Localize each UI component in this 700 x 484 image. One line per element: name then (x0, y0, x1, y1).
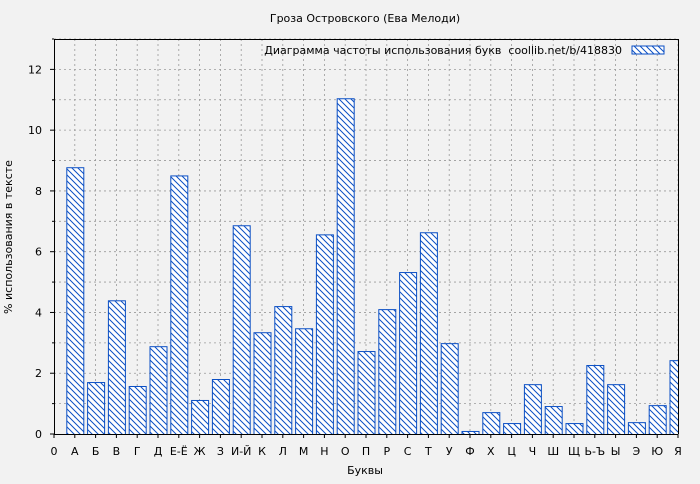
x-tick-label: Ь-Ъ (584, 445, 605, 458)
x-tick-label: С (404, 445, 412, 458)
bar-Е-Ё (170, 175, 189, 434)
legend-label: Диаграмма частоты использования букв coo… (264, 44, 622, 57)
y-tick-label: 12 (28, 63, 42, 76)
x-tick-label: Ч (529, 445, 537, 458)
y-tick-labels: 0 2 4 6 8 10 12 (28, 63, 42, 441)
bar-Д (149, 346, 168, 434)
bar-Р (378, 309, 397, 434)
bar-О (336, 98, 355, 434)
bar-У (440, 343, 459, 434)
y-tick-label: 10 (28, 124, 42, 137)
y-tick-label: 6 (35, 246, 42, 259)
y-tick-label: 0 (35, 428, 42, 441)
bar-И-Й (232, 225, 251, 434)
legend: Диаграмма частоты использования букв coo… (264, 44, 665, 57)
bar-Н (315, 234, 334, 434)
bar-Ц (503, 423, 522, 434)
y-tick-label: 2 (35, 367, 42, 380)
bar-Э (627, 422, 646, 434)
x-tick-label: Г (134, 445, 141, 458)
x-tick-label: 0 (51, 445, 58, 458)
bar-Г (128, 385, 147, 434)
x-tick-label: Ж (194, 445, 206, 458)
x-tick-label: Д (154, 445, 163, 458)
bar-Ч (523, 384, 542, 434)
x-tick-label: Ю (651, 445, 663, 458)
x-tick-label: О (341, 445, 350, 458)
bar-В (107, 300, 126, 434)
y-axis-label: % использования в тексте (2, 160, 15, 314)
bar-Я (669, 360, 678, 434)
bar-Ы (607, 384, 626, 434)
bar-К (253, 332, 272, 434)
x-tick-label: Р (383, 445, 390, 458)
bar-Т (419, 232, 438, 434)
bar-Ш (544, 406, 563, 434)
x-tick-label: И-Й (231, 445, 251, 458)
bar-З (211, 379, 230, 434)
bar-Ф (461, 430, 480, 434)
bar-А (66, 167, 85, 434)
bar-Х (482, 412, 501, 434)
x-tick-label: Щ (568, 445, 580, 458)
bar-Ь-Ъ (586, 365, 605, 434)
bar-Щ (565, 423, 584, 434)
x-tick-label: Н (320, 445, 328, 458)
y-tick-label: 8 (35, 185, 42, 198)
x-tick-label: З (217, 445, 224, 458)
x-tick-label: Х (487, 445, 495, 458)
chart-title: Гроза Островского (Ева Мелоди) (270, 12, 460, 25)
bar-Б (87, 382, 106, 434)
x-tick-label: К (258, 445, 266, 458)
bar-Ю (648, 405, 667, 434)
bar-Л (274, 306, 293, 434)
x-tick-labels: 0 А Б В Г Д Е-Ё Ж З И-Й К Л М Н О П Р С Т У Ф Х Ц Ч Ш Щ Ь-Ъ Ы Э Ю Я (51, 445, 682, 458)
legend-swatch (631, 45, 665, 55)
axes (50, 38, 679, 438)
x-tick-label: Ы (611, 445, 621, 458)
x-tick-label: Т (424, 445, 432, 458)
x-tick-label: В (113, 445, 121, 458)
x-tick-label: Ц (507, 445, 516, 458)
grid (54, 38, 679, 434)
bars (66, 98, 678, 434)
x-tick-label: Е-Ё (170, 445, 188, 458)
x-tick-label: Ф (465, 445, 474, 458)
bar-П (357, 351, 376, 434)
x-axis-label: Буквы (347, 464, 383, 477)
bar-М (295, 328, 314, 434)
x-tick-label: Э (633, 445, 641, 458)
x-tick-label: П (362, 445, 370, 458)
x-tick-label: М (299, 445, 309, 458)
y-tick-label: 4 (35, 306, 42, 319)
x-tick-label: Ш (547, 445, 559, 458)
x-tick-label: Л (279, 445, 287, 458)
x-tick-label: У (446, 445, 453, 458)
x-tick-label: Б (92, 445, 100, 458)
x-tick-label: Я (674, 445, 682, 458)
bar-Ж (191, 399, 210, 434)
x-tick-label: А (71, 445, 79, 458)
bar-С (399, 272, 418, 434)
